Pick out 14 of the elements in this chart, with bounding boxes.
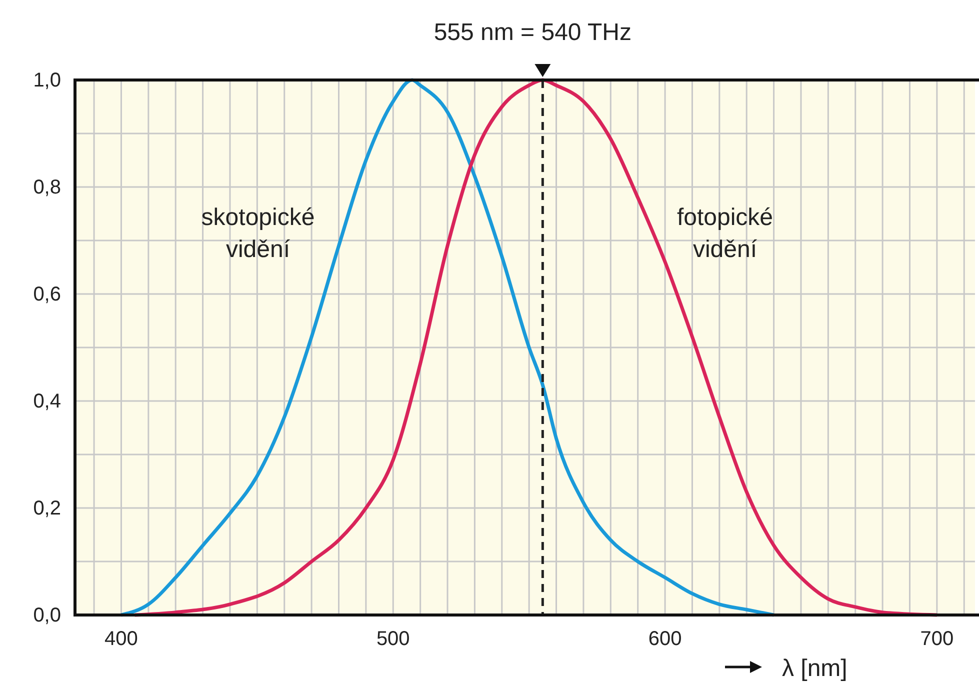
- annotation: skotopické vidění: [201, 204, 315, 263]
- y-tick-label: 0,4: [33, 390, 61, 412]
- ref-line-label: 555 nm = 540 THz: [434, 19, 632, 46]
- annotation: fotopické vidění: [676, 204, 774, 263]
- y-tick-label: 0,0: [33, 604, 61, 626]
- y-tick-label: 0,2: [33, 497, 61, 520]
- y-tick-label: 0,8: [33, 176, 61, 198]
- x-axis-title: λ [nm]: [782, 655, 848, 682]
- x-tick-label: 500: [376, 628, 410, 650]
- y-tick-label: 0,6: [33, 283, 61, 306]
- y-tick-label: 1,0: [33, 69, 61, 92]
- x-tick-label: 700: [920, 628, 954, 650]
- x-tick-label: 600: [648, 628, 682, 650]
- x-tick-label: 400: [104, 628, 138, 650]
